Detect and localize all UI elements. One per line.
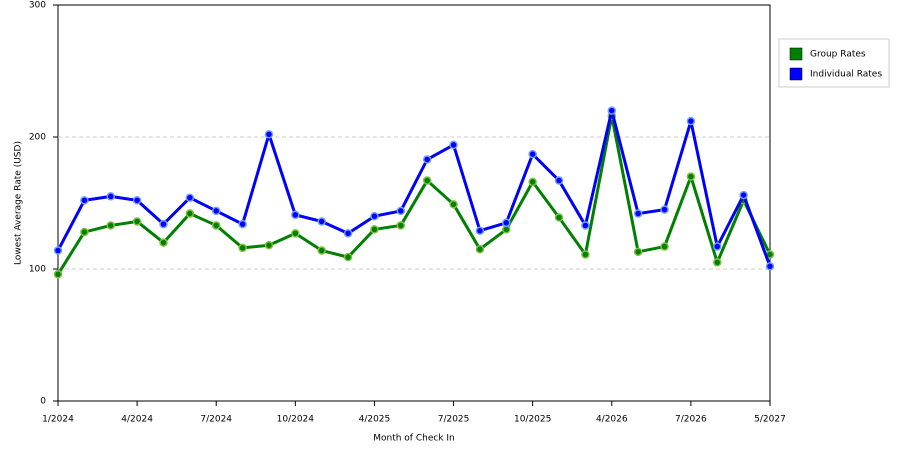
data-point <box>422 155 432 164</box>
x-tick-label: 7/2025 <box>438 415 470 425</box>
data-point <box>343 252 353 262</box>
data-point <box>370 211 379 221</box>
x-tick-label: 4/2025 <box>359 415 391 425</box>
data-point <box>713 258 722 267</box>
data-point <box>106 221 115 230</box>
data-point <box>475 226 485 235</box>
data-point <box>185 193 195 202</box>
data-point <box>238 243 247 253</box>
data-point <box>264 240 274 250</box>
data-point <box>607 106 617 115</box>
y-tick-label: 100 <box>29 265 46 275</box>
data-point <box>660 205 669 214</box>
data-point <box>343 229 353 238</box>
plot-area <box>57 4 771 402</box>
legend-swatch <box>789 47 803 61</box>
data-point <box>686 172 696 181</box>
data-point <box>211 221 221 230</box>
x-tick-label: 4/2024 <box>121 415 153 425</box>
data-point <box>80 196 89 205</box>
y-tick-label: 200 <box>29 133 46 143</box>
data-point <box>185 209 195 218</box>
x-tick-label: 10/2025 <box>514 415 551 425</box>
y-axis-label: Lowest Average Rate (USD) <box>14 141 24 265</box>
data-point <box>238 219 247 229</box>
legend-label: Group Rates <box>810 50 866 60</box>
data-point <box>264 130 274 139</box>
data-point <box>211 206 221 216</box>
data-point <box>528 149 537 159</box>
data-point <box>396 206 406 216</box>
y-tick-label: 300 <box>29 1 46 11</box>
data-point <box>475 244 485 254</box>
y-tick-label: 0 <box>40 397 46 407</box>
x-axis-label: Month of Check In <box>373 434 455 444</box>
data-point <box>422 176 432 185</box>
data-point <box>106 192 115 201</box>
x-tick-label: 4/2026 <box>596 415 628 425</box>
data-point <box>581 221 590 230</box>
data-point <box>53 246 63 255</box>
data-point <box>132 196 142 205</box>
data-point <box>159 219 168 229</box>
data-point <box>291 210 300 220</box>
x-tick-label: 7/2026 <box>675 415 707 425</box>
data-point <box>317 217 326 226</box>
data-point <box>660 242 669 251</box>
data-point <box>132 217 142 226</box>
data-point <box>502 218 511 228</box>
data-point <box>396 221 406 230</box>
data-point <box>528 177 537 187</box>
data-point <box>370 225 379 234</box>
data-point <box>449 140 458 150</box>
data-point <box>317 246 326 255</box>
data-point <box>633 247 643 257</box>
legend-label: Individual Rates <box>810 70 882 80</box>
x-tick-label: 7/2024 <box>200 415 232 425</box>
data-point <box>686 116 696 126</box>
data-point <box>159 238 168 247</box>
data-point <box>80 227 89 237</box>
data-point <box>713 242 722 251</box>
x-tick-label: 5/2027 <box>754 415 786 425</box>
data-point <box>739 190 748 200</box>
x-tick-label: 1/2024 <box>42 415 74 425</box>
x-tick-label: 10/2024 <box>277 415 315 425</box>
data-point <box>765 262 775 271</box>
data-point <box>554 176 564 185</box>
data-point <box>633 209 643 218</box>
series-line <box>56 109 772 267</box>
data-point <box>581 250 590 259</box>
legend-swatch <box>789 67 803 81</box>
data-point <box>554 213 564 222</box>
data-point <box>53 270 63 279</box>
data-point <box>449 200 458 209</box>
data-point <box>291 229 300 238</box>
series-line <box>56 114 772 276</box>
